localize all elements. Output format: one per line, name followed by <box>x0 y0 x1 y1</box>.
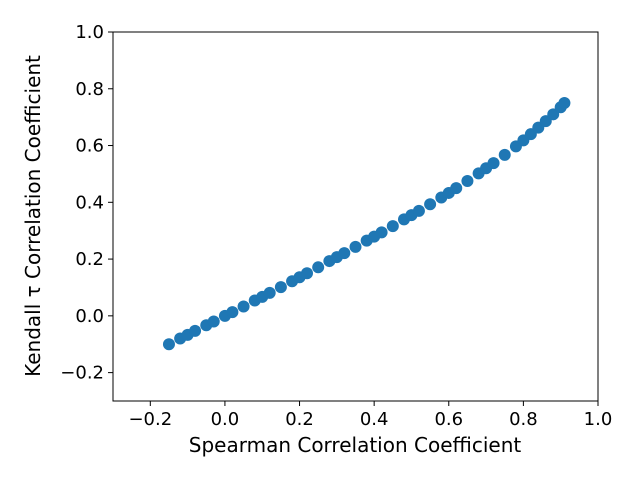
y-tick-label: 0.4 <box>75 192 104 213</box>
data-point <box>237 300 250 313</box>
data-point <box>207 315 220 328</box>
y-tick-label: 1.0 <box>75 22 104 43</box>
data-point <box>547 108 560 121</box>
y-axis-ticks: −0.2 0.0 0.2 0.4 0.6 0.8 1.0 <box>60 22 113 384</box>
y-axis-label: Kendall τ Correlation Coefficient <box>21 55 45 377</box>
data-point <box>558 96 571 109</box>
scatter-points <box>162 96 571 351</box>
data-point <box>424 198 437 211</box>
data-point <box>349 240 362 253</box>
data-point <box>375 226 388 239</box>
data-point <box>263 286 276 299</box>
y-tick-label: 0.6 <box>75 136 104 157</box>
x-tick-label: 0.4 <box>360 409 389 430</box>
y-tick-label: 0.8 <box>75 79 104 100</box>
x-axis-label: Spearman Correlation Coefficient <box>189 433 522 457</box>
x-axis-ticks: −0.2 0.0 0.2 0.4 0.6 0.8 1.0 <box>128 401 612 430</box>
x-tick-label: 0.6 <box>434 409 463 430</box>
x-tick-label: 0.2 <box>285 409 314 430</box>
y-tick-label: −0.2 <box>60 363 104 384</box>
x-tick-label: −0.2 <box>128 409 172 430</box>
data-point <box>450 182 463 195</box>
x-tick-label: 0.8 <box>509 409 538 430</box>
data-point <box>226 306 239 319</box>
x-tick-label: 1.0 <box>584 409 613 430</box>
data-point <box>487 157 500 170</box>
data-point <box>338 247 351 260</box>
data-point <box>412 204 425 217</box>
data-point <box>162 338 175 351</box>
data-point <box>498 148 511 161</box>
plot-frame <box>112 31 599 402</box>
data-point <box>312 261 325 274</box>
y-tick-label: 0.2 <box>75 249 104 270</box>
data-point <box>189 324 202 337</box>
data-point <box>274 281 287 294</box>
x-tick-label: 0.0 <box>211 409 240 430</box>
y-tick-label: 0.0 <box>75 306 104 327</box>
data-point <box>301 267 313 280</box>
data-point <box>461 175 474 188</box>
data-point <box>386 220 399 233</box>
